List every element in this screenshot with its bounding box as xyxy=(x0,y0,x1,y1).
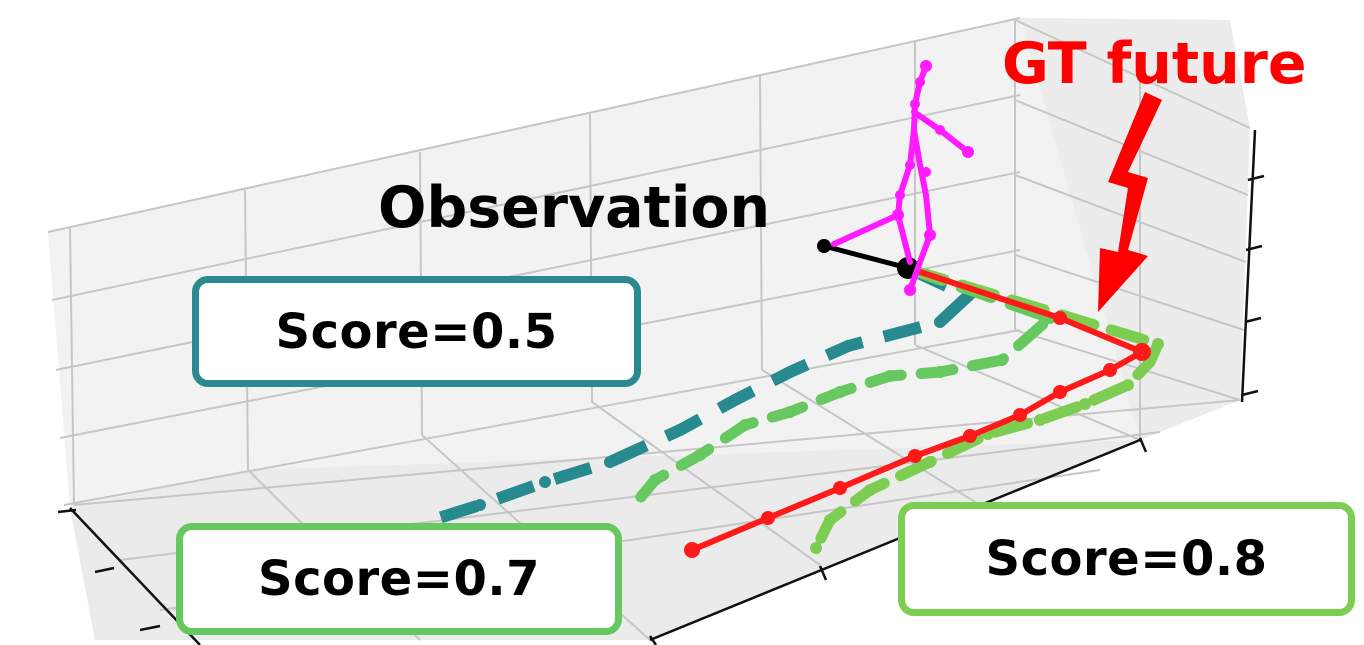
pose-skeleton xyxy=(831,60,974,296)
axis-tick xyxy=(57,508,77,514)
score-value: Score=0.7 xyxy=(258,551,540,607)
score-box-green: Score=0.7 xyxy=(176,523,622,635)
score-value: Score=0.8 xyxy=(985,531,1268,587)
z-axis-line xyxy=(1240,129,1257,403)
axis-tick xyxy=(139,624,161,632)
gt-future-arrow xyxy=(1098,92,1162,312)
score-value: Score=0.5 xyxy=(275,303,558,360)
score-box-light-green: Score=0.8 xyxy=(898,502,1355,616)
axis-tick xyxy=(818,565,828,581)
floor-front-axis-line xyxy=(649,438,1141,642)
axis-tick xyxy=(1247,174,1265,182)
gt-future-label: GT future xyxy=(1002,31,1306,97)
prediction-trajectory-score-0.8 xyxy=(810,264,1166,554)
prediction-trajectory-score-0.7 xyxy=(634,264,1061,504)
observation-label: Observation xyxy=(378,175,770,241)
axis-tick xyxy=(1245,244,1263,252)
axis-tick xyxy=(1244,316,1262,324)
axes xyxy=(57,129,1265,645)
axis-tick xyxy=(1241,389,1259,397)
axis-tick xyxy=(94,566,115,574)
observation-trajectory xyxy=(817,239,919,279)
axis-tick xyxy=(1138,437,1148,453)
axis-tick xyxy=(648,635,658,645)
gt-future-trajectory xyxy=(684,265,1151,558)
side-pane xyxy=(1020,18,1250,440)
score-box-teal: Score=0.5 xyxy=(192,276,641,387)
